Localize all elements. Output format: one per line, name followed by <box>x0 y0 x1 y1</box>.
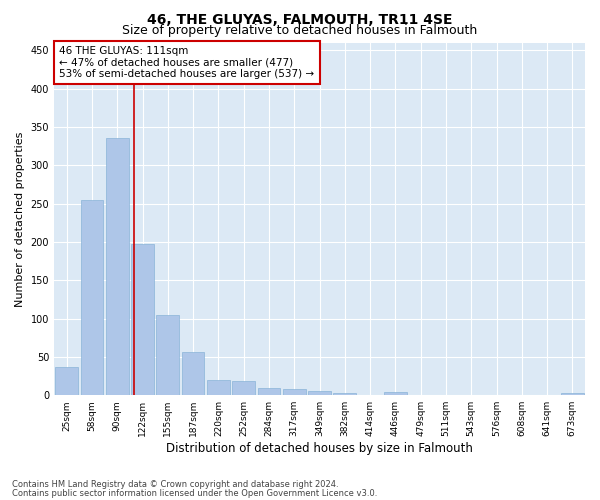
Bar <box>131 244 154 395</box>
Bar <box>157 316 179 395</box>
Text: 46 THE GLUYAS: 111sqm
← 47% of detached houses are smaller (477)
53% of semi-det: 46 THE GLUYAS: 111sqm ← 47% of detached … <box>59 46 314 79</box>
Bar <box>561 393 584 395</box>
Bar <box>80 200 103 395</box>
Bar <box>334 393 356 395</box>
Bar <box>283 389 305 395</box>
Text: Contains HM Land Registry data © Crown copyright and database right 2024.: Contains HM Land Registry data © Crown c… <box>12 480 338 489</box>
Y-axis label: Number of detached properties: Number of detached properties <box>15 131 25 306</box>
Bar <box>55 367 78 395</box>
Text: 46, THE GLUYAS, FALMOUTH, TR11 4SE: 46, THE GLUYAS, FALMOUTH, TR11 4SE <box>147 12 453 26</box>
Text: Contains public sector information licensed under the Open Government Licence v3: Contains public sector information licen… <box>12 488 377 498</box>
Bar <box>384 392 407 395</box>
Bar <box>257 388 280 395</box>
Bar <box>308 392 331 395</box>
Bar <box>106 138 128 395</box>
Bar <box>182 352 205 395</box>
Bar <box>232 380 255 395</box>
Text: Size of property relative to detached houses in Falmouth: Size of property relative to detached ho… <box>122 24 478 37</box>
X-axis label: Distribution of detached houses by size in Falmouth: Distribution of detached houses by size … <box>166 442 473 455</box>
Bar <box>207 380 230 395</box>
